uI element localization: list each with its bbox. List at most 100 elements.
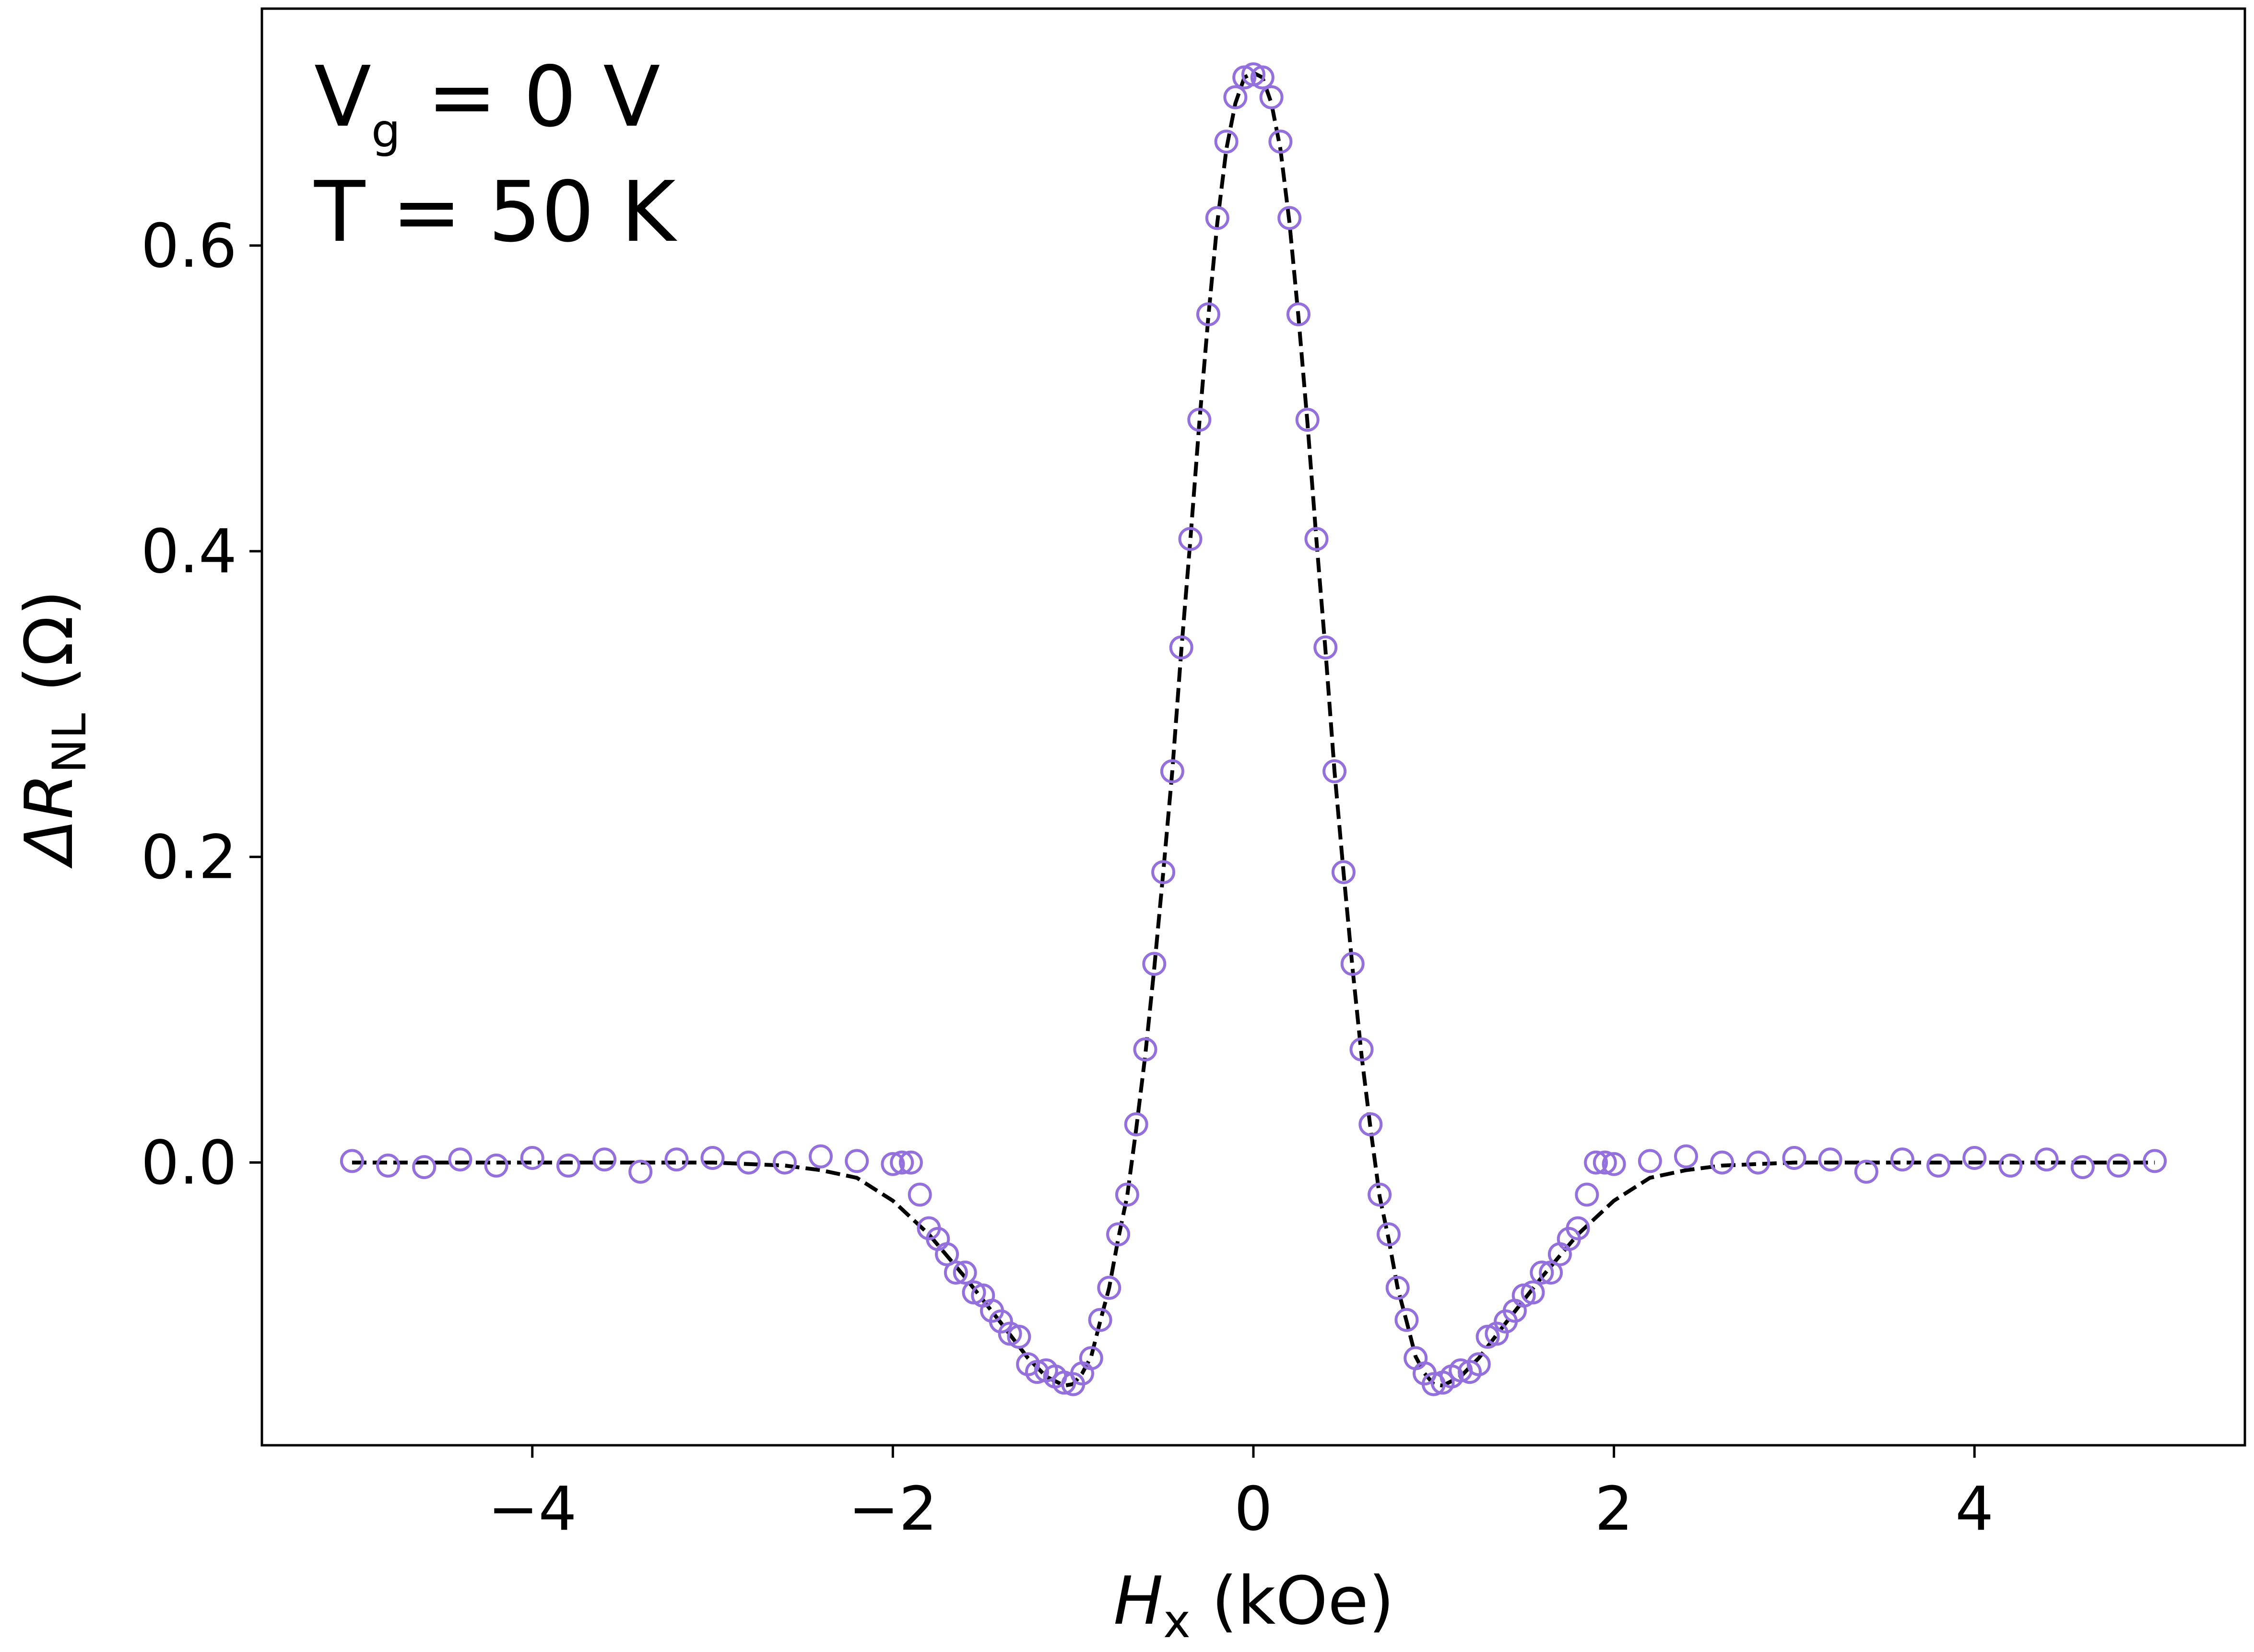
data-point bbox=[556, 1153, 580, 1178]
data-point bbox=[1746, 1150, 1770, 1175]
data-point bbox=[2143, 1149, 2167, 1173]
y-tick-label: 0.6 bbox=[141, 211, 237, 281]
data-point bbox=[1710, 1150, 1735, 1175]
data-point bbox=[1998, 1153, 2023, 1178]
data-point bbox=[953, 1261, 977, 1285]
data-point bbox=[1376, 1222, 1401, 1247]
data-point bbox=[1214, 130, 1239, 154]
data-point bbox=[520, 1146, 544, 1170]
x-axis-label: Hx (kOe) bbox=[1113, 1562, 1394, 1648]
y-axis-ticks: 0.0 0.2 0.4 0.6 bbox=[141, 211, 262, 1198]
data-point bbox=[340, 1149, 364, 1173]
data-point bbox=[2034, 1147, 2059, 1172]
annotation-gate-voltage: Vg = 0 V bbox=[314, 48, 660, 158]
data-point bbox=[845, 1149, 869, 1173]
data-point bbox=[1818, 1147, 1842, 1172]
y-tick-label: 0.0 bbox=[141, 1128, 237, 1198]
data-point bbox=[1106, 1222, 1131, 1247]
data-point bbox=[881, 1152, 905, 1176]
data-point bbox=[989, 1309, 1013, 1333]
x-tick-label: 4 bbox=[1955, 1474, 1994, 1544]
data-point bbox=[1259, 85, 1284, 109]
data-point bbox=[484, 1153, 508, 1178]
data-point bbox=[1322, 759, 1347, 783]
y-axis-label-subscript: NL bbox=[43, 713, 96, 773]
data-point bbox=[1286, 302, 1310, 327]
data-point bbox=[1223, 85, 1248, 109]
x-tick-label: −2 bbox=[848, 1474, 937, 1544]
data-point bbox=[1196, 302, 1220, 327]
data-point bbox=[1250, 65, 1275, 90]
x-axis-ticks: −4 −2 0 2 4 bbox=[488, 1445, 1994, 1544]
data-point bbox=[1142, 952, 1167, 976]
data-point bbox=[1025, 1360, 1049, 1384]
data-point bbox=[1133, 1037, 1157, 1062]
data-point bbox=[1962, 1146, 1987, 1170]
annotation-temperature: T = 50 K bbox=[314, 164, 677, 261]
data-point bbox=[2106, 1153, 2131, 1178]
data-point bbox=[898, 1150, 923, 1175]
x-tick-label: −4 bbox=[488, 1474, 577, 1544]
x-tick-label: 2 bbox=[1595, 1474, 1633, 1544]
data-point bbox=[1088, 1308, 1112, 1332]
data-point bbox=[2070, 1155, 2095, 1180]
data-point bbox=[1277, 206, 1302, 230]
data-point bbox=[1593, 1150, 1617, 1175]
data-point bbox=[1349, 1037, 1374, 1062]
data-point bbox=[1584, 1150, 1608, 1175]
data-point bbox=[1304, 527, 1329, 551]
x-axis-label-symbol: H bbox=[1113, 1562, 1163, 1640]
data-point bbox=[1268, 130, 1293, 154]
data-point bbox=[1890, 1147, 1914, 1172]
data-point bbox=[376, 1153, 401, 1178]
x-tick-label: 0 bbox=[1234, 1474, 1273, 1544]
data-point bbox=[664, 1147, 689, 1172]
data-point bbox=[772, 1150, 797, 1175]
data-point bbox=[1007, 1324, 1031, 1349]
data-point bbox=[1295, 408, 1320, 432]
data-point bbox=[1079, 1346, 1103, 1370]
y-axis-label-symbol: ΔR bbox=[11, 773, 88, 869]
data-point bbox=[1394, 1308, 1419, 1332]
x-axis-label-unit: (kOe) bbox=[1191, 1562, 1394, 1640]
data-point bbox=[592, 1147, 617, 1172]
data-point bbox=[1097, 1275, 1121, 1300]
data-point bbox=[1340, 952, 1365, 976]
data-point bbox=[944, 1261, 968, 1285]
y-tick-label: 0.2 bbox=[141, 822, 237, 892]
data-point bbox=[1368, 1182, 1392, 1207]
data-point bbox=[1566, 1216, 1590, 1240]
data-point bbox=[1115, 1182, 1139, 1207]
data-point bbox=[1187, 408, 1212, 432]
data-point bbox=[1151, 860, 1176, 885]
data-point bbox=[1205, 206, 1229, 230]
data-point bbox=[1178, 527, 1203, 551]
data-point bbox=[1782, 1146, 1806, 1170]
data-point bbox=[1485, 1322, 1509, 1346]
data-point bbox=[1854, 1159, 1878, 1184]
data-point bbox=[448, 1147, 472, 1172]
annotation-gate-voltage-value: = 0 V bbox=[401, 48, 660, 146]
data-point bbox=[412, 1155, 437, 1180]
data-point bbox=[1575, 1182, 1599, 1207]
data-point bbox=[1521, 1280, 1545, 1305]
data-point bbox=[908, 1182, 932, 1207]
data-point bbox=[890, 1150, 914, 1175]
data-point bbox=[1358, 1112, 1383, 1136]
data-point bbox=[1530, 1261, 1554, 1285]
data-point bbox=[700, 1146, 725, 1170]
data-point bbox=[1124, 1112, 1148, 1136]
y-tick-label: 0.4 bbox=[141, 516, 237, 587]
data-point bbox=[736, 1150, 761, 1175]
data-point bbox=[1313, 635, 1338, 660]
data-point bbox=[1385, 1275, 1410, 1300]
annotation-gate-voltage-subscript: g bbox=[371, 104, 401, 158]
y-axis-label-unit: (Ω) bbox=[11, 590, 88, 713]
points-layer bbox=[340, 62, 2167, 1396]
data-point bbox=[1602, 1152, 1626, 1176]
annotation-gate-voltage-symbol: V bbox=[314, 48, 371, 146]
x-axis-label-subscript: x bbox=[1163, 1594, 1191, 1648]
data-point bbox=[1160, 759, 1184, 783]
